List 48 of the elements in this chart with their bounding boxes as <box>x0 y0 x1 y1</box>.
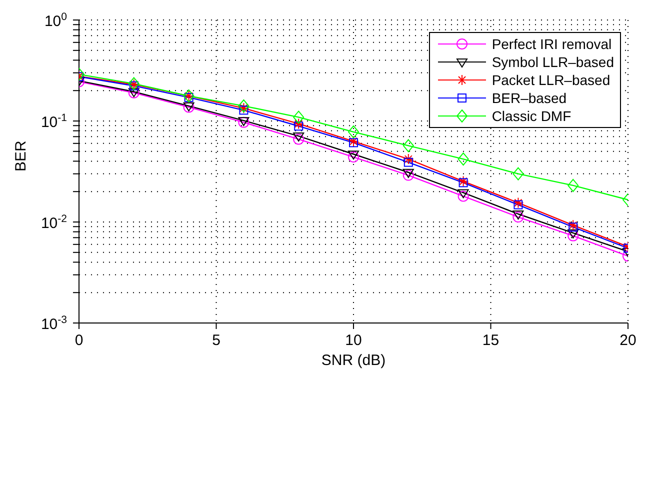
point <box>293 118 304 130</box>
point <box>238 99 250 112</box>
point <box>293 132 304 142</box>
legend-label: Classic DMF <box>492 108 572 124</box>
point <box>512 167 524 180</box>
point <box>348 152 359 163</box>
point <box>294 122 304 131</box>
point <box>402 139 414 152</box>
point <box>402 170 414 181</box>
point <box>238 102 250 114</box>
legend-label: Perfect IRI removal <box>492 36 612 52</box>
point <box>568 230 579 242</box>
point <box>293 134 304 145</box>
legend-label: Packet LLR–based <box>492 72 610 88</box>
y-tick-label: 10$^{-3}$ <box>40 314 68 333</box>
point <box>293 110 304 124</box>
point <box>348 125 359 138</box>
point <box>402 168 414 178</box>
point <box>514 200 523 210</box>
point <box>458 178 468 188</box>
y-tick-label: 10$^{-1}$ <box>40 112 68 131</box>
legend-label: BER–based <box>492 90 567 106</box>
point <box>348 150 359 160</box>
point <box>458 190 469 202</box>
point <box>568 222 578 232</box>
x-tick-label: 10 <box>345 332 362 349</box>
x-tick-label: 0 <box>74 332 84 349</box>
y-tick-label: 10$^{0}$ <box>44 11 68 30</box>
point <box>402 154 414 165</box>
point <box>568 229 579 238</box>
point <box>512 210 524 220</box>
point <box>404 158 413 167</box>
point <box>568 178 579 192</box>
x-tick-label: 20 <box>620 332 636 349</box>
x-tick-label: 15 <box>482 332 500 349</box>
point <box>458 152 469 166</box>
point <box>512 197 524 208</box>
point <box>458 176 469 187</box>
y-tick-label: 10$^{-2}$ <box>40 213 68 232</box>
x-tick-label: 5 <box>212 332 220 349</box>
point <box>458 189 469 198</box>
x-axis-title: SNR (dB) <box>321 352 386 369</box>
point <box>512 212 524 223</box>
y-axis-title: BER <box>12 140 30 172</box>
point <box>348 136 359 147</box>
point <box>568 220 579 231</box>
point <box>349 138 358 148</box>
legend-label: Symbol LLR–based <box>492 54 614 70</box>
